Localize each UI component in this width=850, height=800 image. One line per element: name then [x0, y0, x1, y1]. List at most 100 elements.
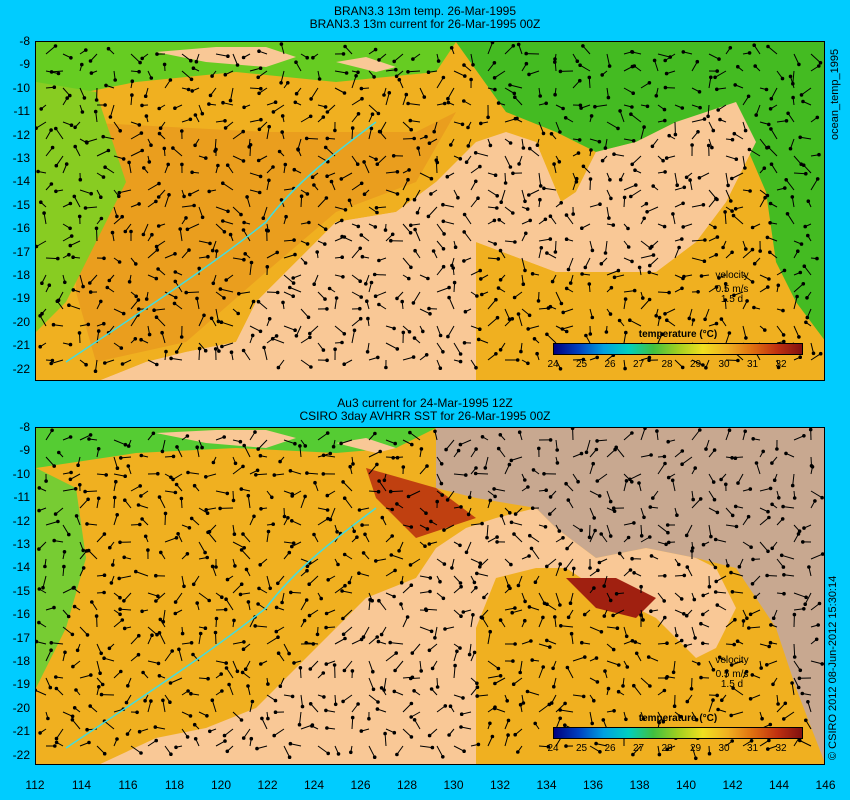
current-arrow-head: [271, 110, 276, 114]
current-arrow: [742, 325, 747, 339]
current-arrow-head: [423, 544, 427, 548]
current-arrow-head: [523, 618, 527, 623]
current-arrow-head: [743, 166, 747, 170]
current-arrow-head: [617, 551, 622, 556]
current-arrow-head: [748, 612, 753, 617]
current-arrow-head: [162, 62, 167, 67]
current-arrow: [368, 694, 379, 703]
current-arrow-head: [379, 686, 384, 690]
current-arrow-head: [390, 232, 395, 237]
current-arrow-head: [488, 498, 493, 503]
current-arrow-head: [618, 177, 623, 182]
current-arrow-head: [340, 589, 344, 593]
current-arrow-head: [492, 487, 496, 491]
current-arrow-head: [815, 115, 820, 120]
current-arrow-head: [747, 51, 752, 55]
current-arrow-head: [119, 346, 124, 350]
current-arrow: [435, 160, 438, 174]
current-arrow-head: [154, 315, 159, 320]
current-arrow-head: [498, 618, 503, 622]
current-arrow-head: [410, 442, 414, 447]
current-arrow-head: [81, 284, 85, 289]
current-arrow: [436, 287, 450, 293]
current-arrow-head: [588, 566, 592, 570]
current-arrow-head: [664, 542, 668, 547]
current-arrow-head: [731, 686, 735, 690]
current-arrow-head: [754, 461, 759, 465]
current-arrow-head: [497, 218, 502, 222]
current-arrow: [742, 249, 753, 259]
current-arrow: [470, 53, 474, 65]
current-arrow-head: [571, 212, 576, 216]
current-arrow: [484, 456, 489, 469]
current-arrow-head: [361, 635, 366, 639]
current-arrow-head: [394, 74, 399, 79]
current-arrow-head: [99, 195, 103, 199]
current-arrow: [654, 60, 659, 72]
current-arrow-head: [209, 316, 214, 321]
current-arrow: [411, 643, 421, 654]
current-arrow-head: [406, 197, 410, 202]
current-arrow-head: [259, 117, 263, 122]
current-arrow-head: [736, 358, 740, 363]
current-arrow-head: [154, 244, 159, 249]
current-arrow-head: [765, 573, 769, 578]
current-arrow-head: [770, 546, 775, 551]
current-arrow-head: [150, 232, 154, 237]
current-arrow-head: [293, 252, 297, 257]
current-arrow-head: [550, 279, 555, 284]
current-arrow-head: [761, 449, 766, 454]
current-arrow-head: [606, 686, 611, 691]
current-arrow-head: [352, 529, 357, 534]
current-arrow: [436, 223, 445, 235]
current-arrow: [375, 291, 387, 297]
current-arrow-head: [679, 714, 683, 719]
current-arrow-head: [581, 357, 586, 362]
current-arrow-head: [395, 347, 400, 351]
current-arrow: [487, 675, 501, 679]
current-arrow-head: [187, 526, 192, 530]
current-arrow-head: [513, 512, 518, 516]
current-arrow-head: [409, 127, 414, 132]
current-arrow: [606, 53, 611, 67]
current-arrow: [368, 104, 379, 114]
current-arrow-head: [503, 181, 508, 185]
current-arrow-head: [578, 103, 583, 108]
current-arrow-head: [690, 143, 694, 147]
current-arrow-head: [413, 248, 417, 253]
current-arrow-head: [768, 107, 773, 111]
current-arrow-head: [151, 431, 156, 436]
current-arrow: [130, 745, 142, 754]
current-arrow-head: [155, 52, 159, 56]
current-arrow: [378, 600, 387, 611]
current-arrow-head: [68, 243, 73, 248]
current-arrow: [170, 677, 183, 684]
current-arrow: [630, 113, 642, 123]
current-arrow-head: [394, 651, 399, 655]
current-arrow-head: [344, 71, 349, 75]
current-arrow-head: [441, 596, 446, 601]
current-arrow-head: [54, 736, 59, 741]
current-arrow-head: [179, 335, 184, 339]
current-arrow: [646, 206, 659, 213]
current-arrow-head: [704, 365, 708, 370]
current-arrow-head: [241, 129, 245, 134]
current-arrow-head: [604, 330, 609, 334]
current-arrow-head: [564, 329, 569, 334]
current-arrow: [629, 473, 642, 480]
current-arrow-head: [516, 42, 521, 47]
current-arrow: [606, 121, 619, 129]
current-arrow: [310, 703, 319, 713]
current-arrow: [589, 626, 602, 633]
x-tick-label: 120: [210, 778, 232, 792]
current-arrow-head: [701, 641, 705, 646]
current-arrow-head: [342, 332, 347, 336]
x-tick-label: 140: [675, 778, 697, 792]
y-tick-label: -9: [19, 57, 30, 72]
current-arrow-head: [752, 43, 757, 47]
current-arrow-head: [88, 433, 93, 437]
current-arrow-head: [184, 216, 188, 220]
y-tick-label: -10: [12, 466, 30, 481]
current-arrow-head: [303, 444, 308, 448]
current-arrow-head: [281, 300, 285, 305]
